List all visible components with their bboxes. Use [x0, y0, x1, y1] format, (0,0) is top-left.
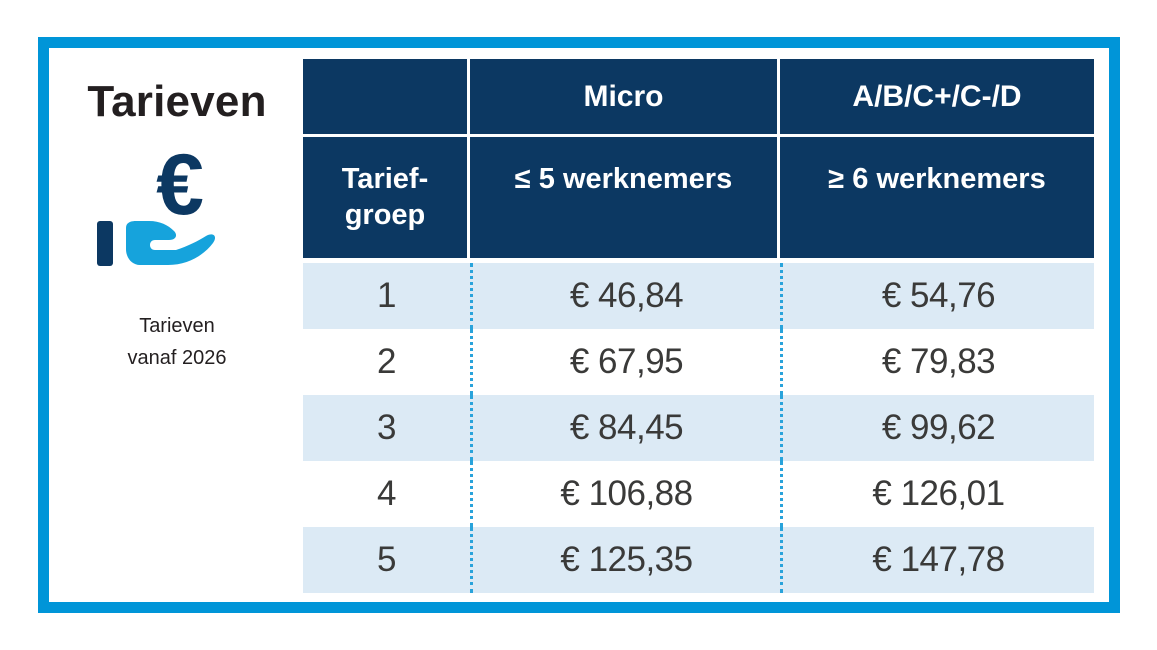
tariff-table: Micro A/B/C+/C-/D Tarief- groep ≤ 5 werk…: [303, 59, 1094, 593]
column-header-row: Tarief- groep ≤ 5 werknemers ≥ 6 werknem…: [303, 137, 1094, 258]
caption: Tarieven vanaf 2026: [128, 310, 227, 374]
abcd-value: € 126,01: [780, 461, 1094, 527]
tariefgroep-value: 1: [303, 263, 470, 329]
micro-value: € 84,45: [470, 395, 780, 461]
euro-symbol-glyph: €: [156, 137, 204, 233]
group-header-micro: Micro: [470, 59, 780, 134]
tariefgroep-value: 4: [303, 461, 470, 527]
tariefgroep-value: 5: [303, 527, 470, 593]
tariefgroep-line-1: Tarief-: [341, 163, 429, 195]
group-header-row: Micro A/B/C+/C-/D: [303, 59, 1094, 134]
group-header-abcd: A/B/C+/C-/D: [780, 59, 1094, 134]
table-row: 5 € 125,35 € 147,78: [303, 527, 1094, 593]
tariefgroep-line-2: groep: [344, 199, 426, 231]
hand-shape: [126, 221, 216, 266]
group-header-empty: [303, 59, 470, 134]
table-body: 1 € 46,84 € 54,76 2 € 67,95 € 79,83 3 € …: [303, 263, 1094, 593]
abcd-value: € 147,78: [780, 527, 1094, 593]
euro-hand-icon: €: [92, 136, 262, 268]
caption-line-1: Tarieven: [139, 315, 215, 338]
table-row: 4 € 106,88 € 126,01: [303, 461, 1094, 527]
caption-line-2: vanaf 2026: [127, 347, 227, 370]
micro-value: € 46,84: [470, 263, 780, 329]
abcd-value: € 79,83: [780, 329, 1094, 395]
abcd-value: € 54,76: [780, 263, 1094, 329]
tariefgroep-value: 2: [303, 329, 470, 395]
table-row: 2 € 67,95 € 79,83: [303, 329, 1094, 395]
table-row: 1 € 46,84 € 54,76: [303, 263, 1094, 329]
infographic-frame: Tarieven € Tarieven vanaf 2026 Micro A/B…: [38, 37, 1120, 613]
column-header-tariefgroep: Tarief- groep: [303, 137, 470, 258]
micro-value: € 125,35: [470, 527, 780, 593]
page-title: Tarieven: [87, 77, 267, 126]
column-header-abcd: ≥ 6 werknemers: [780, 137, 1094, 258]
micro-value: € 106,88: [470, 461, 780, 527]
column-header-micro: ≤ 5 werknemers: [470, 137, 780, 258]
sleeve-shape: [97, 221, 113, 267]
micro-value: € 67,95: [470, 329, 780, 395]
left-panel: Tarieven € Tarieven vanaf 2026: [49, 48, 305, 602]
tariefgroep-value: 3: [303, 395, 470, 461]
table-row: 3 € 84,45 € 99,62: [303, 395, 1094, 461]
abcd-value: € 99,62: [780, 395, 1094, 461]
